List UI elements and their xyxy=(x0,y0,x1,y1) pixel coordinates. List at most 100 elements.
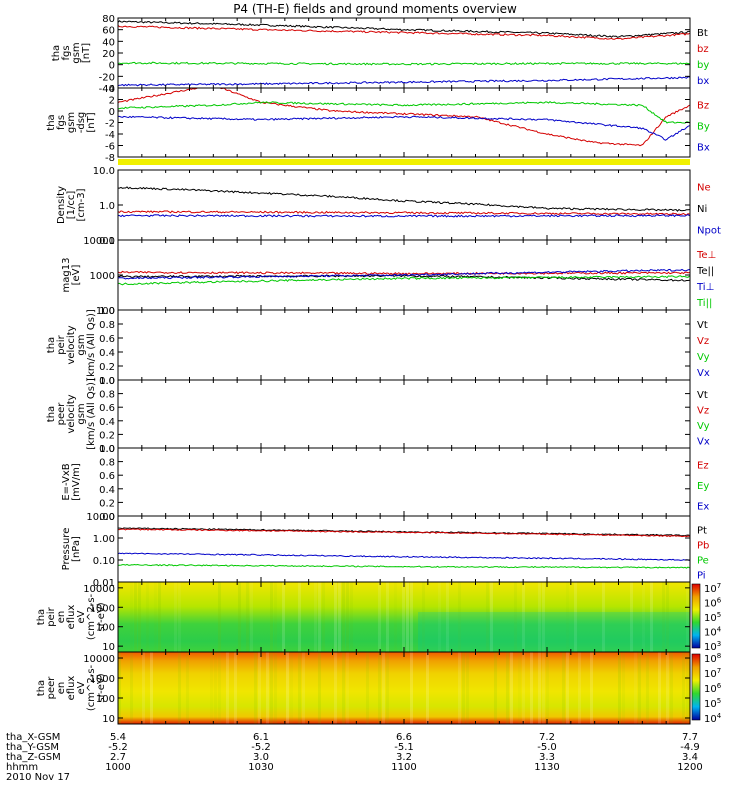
y-tick-label: -2 xyxy=(105,119,115,130)
y-tick-label: 0.8 xyxy=(99,390,115,401)
legend-entry-Ti⊥: Ti⊥ xyxy=(696,282,714,293)
y-tick-label: 60 xyxy=(102,26,115,37)
legend-entry-Vx: Vx xyxy=(697,368,710,379)
colorbar-tick-label: 105 xyxy=(704,611,721,624)
y-axis-label: mag13 xyxy=(61,258,72,293)
colorbar xyxy=(691,583,701,649)
y-axis-label: gsm xyxy=(76,334,87,355)
y-axis-label: (cm^2-s- xyxy=(86,593,97,640)
y-axis-label: peer xyxy=(46,676,57,700)
series-line-Ti⊥ xyxy=(117,268,690,280)
y-tick-label: 0.6 xyxy=(99,334,115,345)
x-tick-label: 5.4 xyxy=(110,732,126,743)
x-tick-label: 1030 xyxy=(248,762,273,773)
y-axis-label: fgs xyxy=(56,115,67,130)
legend-entry-Vy: Vy xyxy=(697,352,710,363)
x-tick-label: -5.0 xyxy=(537,742,557,753)
panel-frame xyxy=(117,87,691,158)
y-tick-label: 10000 xyxy=(83,654,115,665)
x-tick-label: 1100 xyxy=(391,762,416,773)
y-axis-label: eflux xyxy=(66,676,77,701)
y-tick-label: 10000 xyxy=(83,236,115,247)
legend-entry-Vy: Vy xyxy=(697,421,710,432)
y-tick-label: 0.2 xyxy=(99,498,115,509)
y-axis-label: en xyxy=(56,611,67,624)
panel-fgs-dsg: 420-2-4-6-8 tha fgs gsm -dsg [nT] Bz By Bx xyxy=(46,84,710,164)
panel-frame xyxy=(117,169,691,241)
x-tick-label: 6.6 xyxy=(396,732,412,743)
y-axis-label: tha xyxy=(46,406,57,422)
legend-entry-Bt: Bt xyxy=(697,28,708,39)
legend-entry-Ti||: Ti|| xyxy=(696,298,712,309)
y-tick-label: 10.00 xyxy=(86,512,115,523)
x-tick-label: 1130 xyxy=(534,762,559,773)
x-tick-label: -5.2 xyxy=(108,742,128,753)
y-axis-label: tha xyxy=(36,680,47,696)
y-tick-label: 0.10 xyxy=(93,556,115,567)
y-tick-label: 1.0 xyxy=(99,376,115,387)
legend-entry-Pb: Pb xyxy=(697,541,709,552)
y-axis-label: fgs xyxy=(61,45,72,60)
series-line-Pt xyxy=(117,527,690,537)
y-axis-label: tha xyxy=(46,337,57,353)
x-tick-label: -4.9 xyxy=(680,742,700,753)
spectrogram-image xyxy=(118,582,690,652)
y-tick-label: 1000 xyxy=(90,603,115,614)
series-line-by xyxy=(117,61,690,66)
legend-entry-Bx: Bx xyxy=(697,143,710,154)
panel-peer-velocity: 1.0 0.8 0.6 0.4 0.2 0.0 tha peer velocity gsm [km/… xyxy=(46,376,710,455)
status-bar xyxy=(118,159,690,165)
x-row-label: hhmm xyxy=(6,762,38,773)
y-tick-label: 0.0 xyxy=(99,444,115,455)
y-axis-label: Pressure xyxy=(61,528,72,571)
x-tick-label: 1000 xyxy=(105,762,130,773)
y-tick-label: 0.1 xyxy=(99,236,115,247)
y-tick-label: 0.0 xyxy=(99,376,115,387)
series-line-Npot xyxy=(117,214,690,218)
x-row-label: tha_Z-GSM xyxy=(6,752,61,763)
y-axis-label: [nT] xyxy=(81,43,92,63)
colorbar xyxy=(691,653,701,721)
legend-entry-by: by xyxy=(697,60,709,71)
x-tick-label: -5.2 xyxy=(251,742,271,753)
y-tick-label: 0.8 xyxy=(99,458,115,469)
series-line-Ni xyxy=(118,186,690,212)
series-line-Te⊥ xyxy=(117,270,690,276)
y-axis-label: peir xyxy=(46,606,57,626)
legend-entry-Te⊥: Te⊥ xyxy=(696,250,716,261)
colorbar-tick-label: 105 xyxy=(704,697,721,710)
y-tick-label: 1000 xyxy=(90,271,115,282)
legend-entry-bx: bx xyxy=(697,76,709,87)
legend-entry-Npot: Npot xyxy=(697,225,721,236)
panel-density: 10.0 1.0 0.1 Density [1/cc] [cm-3] Ne Ni Npot xyxy=(56,166,721,247)
legend-entry-Te||: Te|| xyxy=(696,266,714,277)
y-axis-label: E=-VxB xyxy=(61,463,72,500)
series-line-Pi xyxy=(117,552,690,562)
panel-frame xyxy=(117,309,691,381)
legend-entry-Vt: Vt xyxy=(697,390,708,401)
series-line-Te|| xyxy=(117,274,690,282)
y-axis-label: gsm xyxy=(71,42,82,63)
y-axis-label: velocity xyxy=(66,325,77,364)
y-tick-label: 1.0 xyxy=(99,201,115,212)
colorbar-tick-label: 107 xyxy=(704,582,721,595)
x-tick-label: 3.3 xyxy=(539,752,555,763)
panel-frame xyxy=(117,515,691,583)
legend-entry-Pi: Pi xyxy=(697,571,706,582)
colorbar-tick-label: 103 xyxy=(704,640,721,653)
y-tick-label: 0.8 xyxy=(99,320,115,331)
y-tick-label: 2 xyxy=(109,96,115,107)
y-axis-label: eflux xyxy=(66,605,77,630)
y-tick-label: 100 xyxy=(96,623,115,634)
series-line-Ne xyxy=(117,210,690,216)
y-axis-label: eV xyxy=(76,610,87,623)
series-line-Bx xyxy=(118,115,690,141)
colorbar-tick-label: 106 xyxy=(704,597,722,610)
chart-title: P4 (TH-E) fields and ground moments over… xyxy=(233,2,517,16)
legend-entry-Vx: Vx xyxy=(697,436,710,447)
y-axis-label: -dsg xyxy=(76,112,87,134)
y-tick-label: 10 xyxy=(102,714,115,725)
y-tick-label: 1.0 xyxy=(99,306,115,317)
